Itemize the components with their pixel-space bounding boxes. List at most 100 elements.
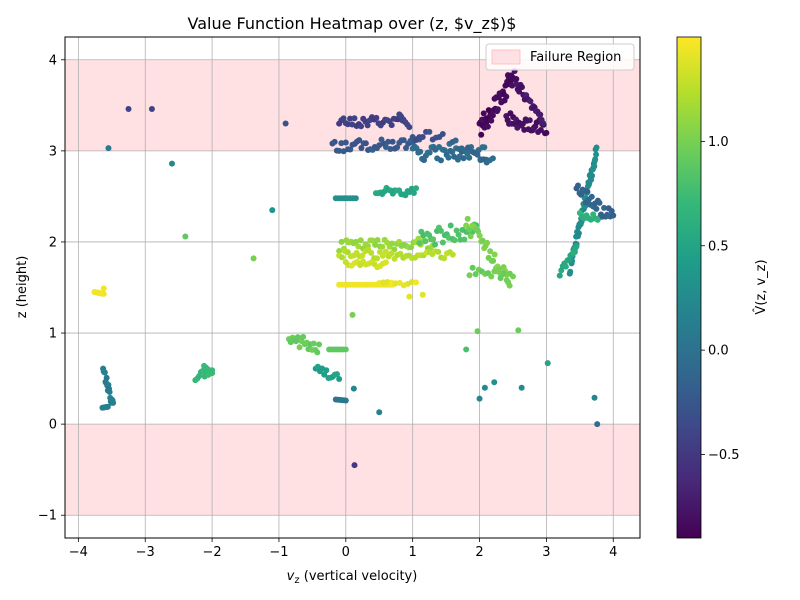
scatter-point bbox=[594, 421, 601, 428]
scatter-point bbox=[338, 238, 345, 245]
scatter-point bbox=[573, 243, 580, 250]
scatter-point bbox=[490, 257, 497, 264]
scatter-point bbox=[357, 237, 364, 244]
scatter-point bbox=[455, 231, 462, 238]
scatter-point bbox=[349, 311, 356, 318]
y-axis-ticks: −1 0 1 2 3 4 bbox=[38, 53, 65, 524]
scatter-point bbox=[527, 98, 534, 105]
scatter-point bbox=[296, 344, 303, 351]
scatter-point bbox=[575, 182, 582, 189]
scatter-point bbox=[406, 124, 413, 131]
scatter-point bbox=[485, 107, 492, 114]
scatter-point bbox=[593, 144, 600, 151]
scatter-point bbox=[344, 121, 351, 128]
scatter-point bbox=[368, 249, 375, 256]
scatter-point bbox=[310, 340, 317, 347]
scatter-point bbox=[336, 247, 343, 254]
scatter-point bbox=[451, 237, 458, 244]
scatter-point bbox=[316, 341, 323, 348]
scatter-point bbox=[463, 222, 470, 229]
scatter-point bbox=[125, 105, 132, 112]
scatter-point bbox=[372, 241, 379, 248]
scatter-point bbox=[537, 111, 544, 118]
scatter-point bbox=[578, 191, 585, 198]
scatter-point bbox=[593, 151, 600, 158]
scatter-point bbox=[466, 272, 473, 279]
scatter-point bbox=[352, 238, 359, 245]
scatter-point bbox=[106, 388, 113, 395]
x-tick-label: −2 bbox=[203, 545, 222, 560]
scatter-point bbox=[342, 397, 349, 404]
scatter-point bbox=[476, 395, 483, 402]
scatter-point bbox=[406, 293, 413, 300]
scatter-point bbox=[540, 120, 547, 127]
scatter-point bbox=[516, 88, 523, 95]
scatter-point bbox=[408, 244, 415, 251]
scatter-point bbox=[110, 399, 117, 406]
scatter-point bbox=[338, 140, 345, 147]
colorbar-tick-label: 0.0 bbox=[708, 344, 729, 359]
scatter-point bbox=[556, 272, 563, 279]
scatter-point bbox=[445, 154, 452, 161]
scatter-point bbox=[537, 126, 544, 133]
scatter-point bbox=[491, 379, 498, 386]
scatter-point bbox=[340, 115, 347, 122]
colorbar-tick-label: −0.5 bbox=[708, 448, 740, 463]
x-tick-label: −4 bbox=[69, 545, 88, 560]
scatter-point bbox=[513, 76, 520, 83]
scatter-point bbox=[387, 146, 394, 152]
scatter-point bbox=[441, 255, 448, 262]
scatter-point bbox=[464, 215, 471, 222]
scatter-point bbox=[358, 145, 365, 152]
scatter-point bbox=[148, 105, 155, 112]
scatter-point bbox=[344, 249, 351, 256]
scatter-point bbox=[356, 137, 363, 144]
scatter-point bbox=[323, 367, 330, 374]
y-axis-label: z (height) bbox=[15, 256, 30, 319]
x-tick-label: 3 bbox=[542, 545, 550, 560]
scatter-point bbox=[575, 230, 582, 237]
plot-frame bbox=[64, 36, 641, 539]
scatter-point bbox=[519, 120, 526, 127]
scatter-point bbox=[543, 129, 550, 136]
scatter-point bbox=[476, 232, 483, 239]
scatter-point bbox=[382, 259, 389, 266]
scatter-point bbox=[419, 133, 426, 140]
scatter-point bbox=[439, 239, 446, 246]
scatter-point bbox=[168, 160, 175, 167]
scatter-point bbox=[494, 106, 501, 113]
scatter-point bbox=[449, 251, 456, 258]
x-tick-label: 4 bbox=[609, 545, 617, 560]
scatter-point bbox=[331, 138, 338, 145]
y-tick-label: 2 bbox=[49, 235, 57, 250]
scatter-point bbox=[182, 233, 189, 240]
legend-box bbox=[485, 43, 635, 71]
scatter-points bbox=[91, 68, 617, 469]
scatter-point bbox=[352, 195, 359, 202]
scatter-point bbox=[488, 273, 495, 280]
scatter-point bbox=[374, 237, 381, 244]
scatter-point bbox=[593, 205, 600, 212]
scatter-point bbox=[362, 140, 369, 147]
scatter-point bbox=[389, 138, 396, 145]
x-tick-label: −3 bbox=[136, 545, 155, 560]
scatter-point bbox=[417, 148, 424, 155]
scatter-point bbox=[437, 227, 444, 234]
scatter-point bbox=[416, 240, 423, 247]
scatter-point bbox=[382, 144, 389, 150]
scatter-point bbox=[422, 238, 429, 245]
scatter-point bbox=[481, 144, 488, 151]
scatter-point bbox=[347, 146, 354, 153]
scatter-point bbox=[209, 370, 216, 377]
scatter-point bbox=[364, 122, 371, 129]
scatter-point bbox=[376, 409, 383, 416]
scatter-point bbox=[592, 156, 599, 163]
scatter-point bbox=[474, 328, 481, 335]
chart-title: Value Function Heatmap over (z, $v_z$)$ bbox=[188, 14, 517, 34]
scatter-point bbox=[591, 394, 598, 401]
scatter-point bbox=[591, 163, 598, 170]
colorbar-ticks: −0.5 0.0 0.5 1.0 bbox=[701, 135, 740, 463]
scatter-point bbox=[480, 110, 487, 117]
scatter-point bbox=[373, 114, 380, 121]
scatter-point bbox=[382, 248, 389, 255]
